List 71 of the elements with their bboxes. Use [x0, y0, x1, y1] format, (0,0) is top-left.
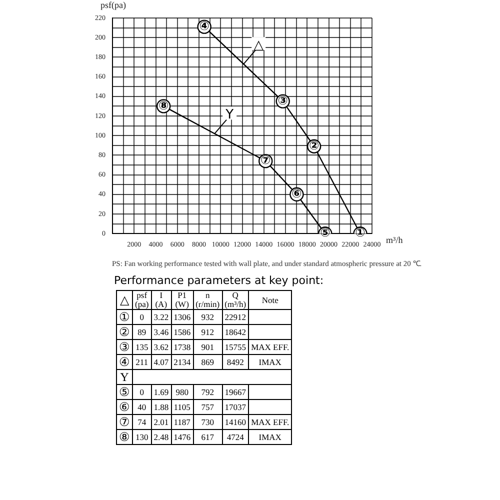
text: 980 [171, 384, 194, 400]
text: IMAX [248, 430, 292, 444]
text: IMAX [248, 354, 292, 370]
text: 1476 [171, 430, 194, 444]
text: ④ [116, 354, 132, 370]
text: 869 [193, 354, 222, 370]
text: 757 [193, 400, 222, 414]
annotation: ⑧ [158, 98, 169, 112]
text: 901 [193, 340, 222, 354]
text: ③ [116, 340, 132, 354]
text: 14160 [222, 414, 249, 430]
text: 18642 [222, 324, 249, 340]
text: 792 [193, 384, 222, 400]
text: 912 [193, 324, 222, 340]
text: Performance parameters at key point: [114, 274, 325, 287]
text: 1187 [171, 414, 194, 430]
text: ② [116, 324, 132, 340]
text: 3.62 [151, 340, 172, 354]
text: 40 [132, 400, 152, 414]
text: Y [116, 370, 132, 384]
text: psf (pa) [132, 290, 152, 310]
text: 89 [132, 324, 152, 340]
x-axis-title: m³/h [386, 234, 404, 245]
text: Note [248, 290, 292, 310]
text: MAX EFF. [248, 340, 292, 354]
text: 2.01 [151, 414, 172, 430]
text: 1738 [171, 340, 194, 354]
text: 1586 [171, 324, 194, 340]
text: 15755 [222, 340, 249, 354]
text: P1 (W) [171, 290, 194, 310]
text: 1306 [171, 310, 194, 324]
text: 19667 [222, 384, 249, 400]
text: 74 [132, 414, 152, 430]
annotation: ③ [278, 93, 288, 108]
text: Q (m³/h) [222, 290, 249, 310]
text: I (A) [151, 290, 172, 310]
text: 1105 [171, 400, 194, 414]
y-axis-title: psf(pa) [100, 0, 126, 10]
text: ⑧ [116, 430, 132, 444]
text: 932 [193, 310, 222, 324]
text: 135 [132, 340, 152, 354]
text: 730 [193, 414, 222, 430]
text: 4724 [222, 430, 249, 444]
text: MAX EFF. [248, 414, 292, 430]
text: 130 [132, 430, 152, 444]
text: ⑦ [116, 414, 132, 430]
text: 3.22 [151, 310, 172, 324]
text: 1.88 [151, 400, 172, 414]
text: 17037 [222, 400, 249, 414]
annotation: ④ [199, 18, 210, 33]
annotation: ⑥ [292, 186, 302, 201]
text: 22912 [222, 310, 249, 324]
text: ① [116, 310, 132, 324]
text: 8492 [222, 354, 249, 370]
text: 0 [132, 384, 152, 400]
text: n (r/min) [193, 290, 222, 310]
text: △ [116, 290, 132, 310]
text: 211 [132, 354, 152, 370]
series-label: △ [254, 38, 264, 53]
text: 617 [193, 430, 222, 444]
text: 1.69 [151, 384, 172, 400]
text: 4.07 [151, 354, 172, 370]
text: ⑤ [116, 384, 132, 400]
annotation: ② [308, 138, 320, 153]
text: 2.48 [151, 430, 172, 444]
text: 0 [132, 310, 152, 324]
annotation: ⑦ [260, 153, 271, 168]
text: 2134 [171, 354, 194, 370]
series-label: Y [224, 108, 234, 123]
text: 3.46 [151, 324, 172, 340]
text: ⑥ [116, 400, 132, 414]
